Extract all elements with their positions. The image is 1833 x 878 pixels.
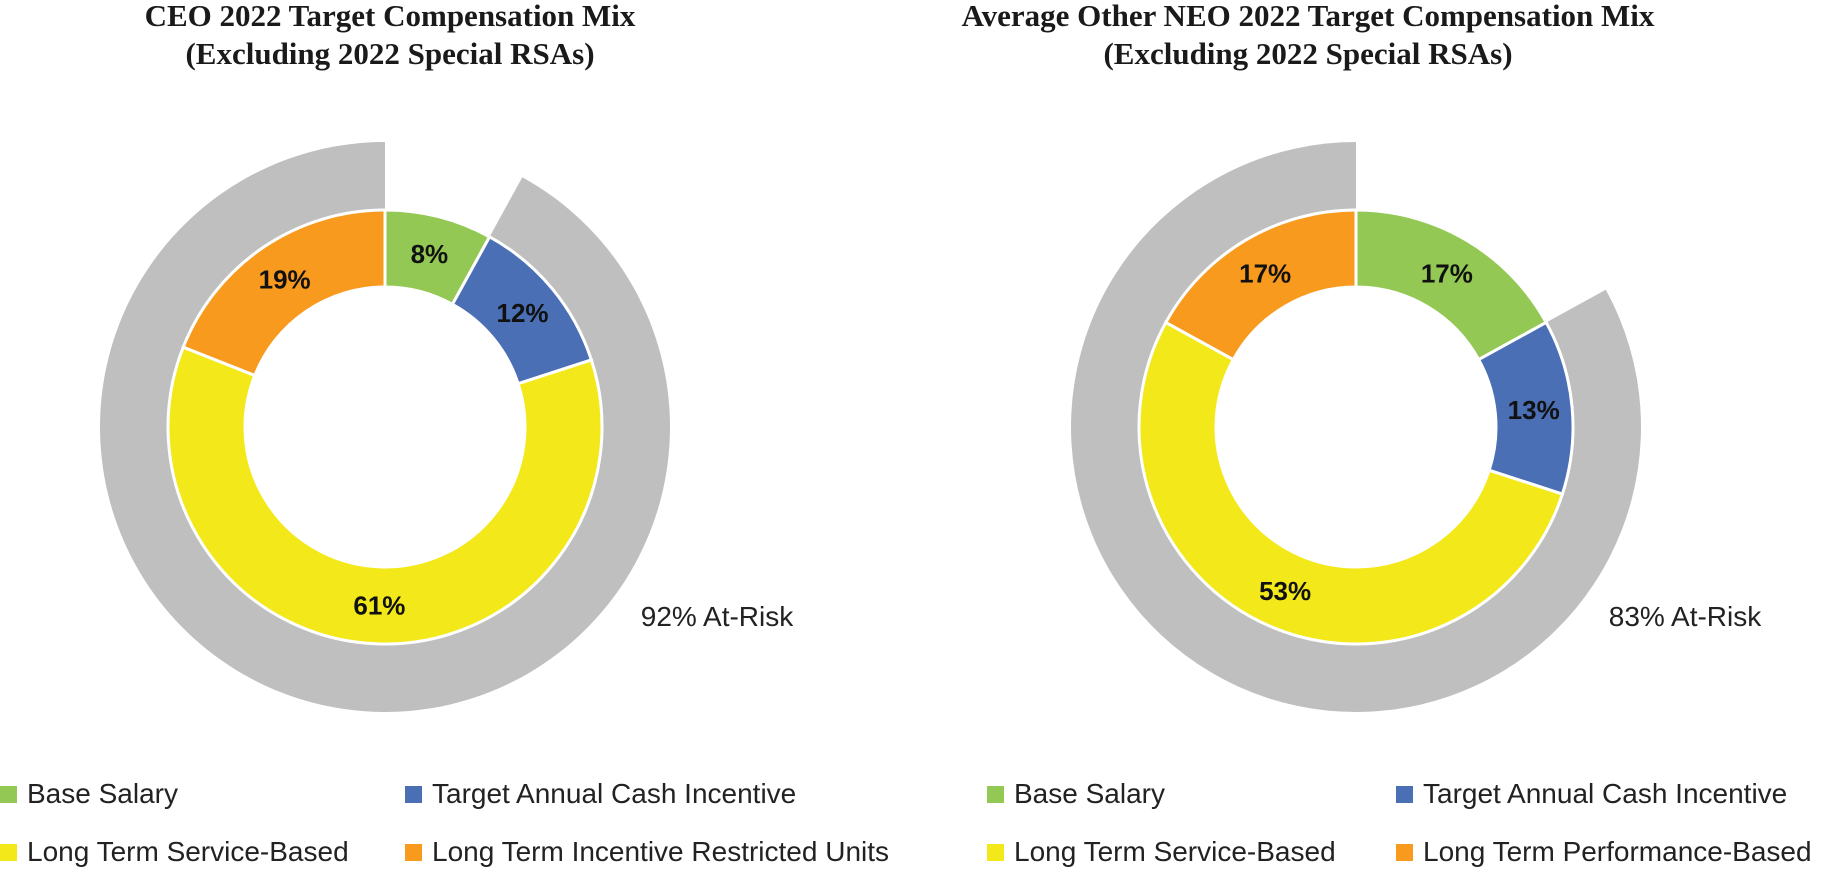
ceo-legend-item: Target Annual Cash Incentive — [405, 778, 796, 810]
neo-title-line-1: Average Other NEO 2022 Target Compensati… — [961, 0, 1655, 33]
legend-label: Base Salary — [1014, 778, 1165, 809]
legend-swatch-service-based — [987, 843, 1004, 861]
ceo-legend-item: Base Salary — [0, 778, 178, 810]
legend-swatch-base-salary — [0, 785, 17, 803]
slice-value-label: 17% — [1421, 258, 1473, 288]
ceo-legend: Base Salary Target Annual Cash Incentive… — [0, 778, 900, 878]
legend-label: Target Annual Cash Incentive — [432, 778, 797, 809]
neo-donut-chart: 17% 13% 53% 17% 83% At-Risk — [1071, 142, 1762, 712]
ceo-chart-title: CEO 2022 Target Compensation Mix (Exclud… — [0, 0, 780, 73]
slice-value-label: 17% — [1239, 258, 1291, 288]
neo-legend: Base Salary Target Annual Cash Incentive… — [933, 778, 1833, 878]
legend-swatch-service-based — [0, 843, 17, 861]
neo-legend-item: Long Term Performance-Based — [1396, 836, 1812, 868]
legend-swatch-cash-incentive — [405, 785, 422, 803]
neo-title-line-2: (Excluding 2022 Special RSAs) — [1103, 36, 1513, 71]
neo-chart-title: Average Other NEO 2022 Target Compensati… — [933, 0, 1683, 73]
ceo-legend-item: Long Term Incentive Restricted Units — [405, 836, 889, 868]
slice-value-label: 19% — [259, 264, 311, 294]
donut-slice — [181, 208, 387, 378]
legend-label: Target Annual Cash Incentive — [1423, 778, 1788, 809]
slice-value-label: 53% — [1259, 576, 1311, 606]
slice-value-label: 12% — [497, 298, 549, 328]
legend-label: Long Term Incentive Restricted Units — [432, 836, 890, 867]
slice-value-label: 13% — [1508, 395, 1560, 425]
legend-swatch-cash-incentive — [1396, 785, 1413, 803]
at-risk-label: 92% At-Risk — [641, 601, 794, 632]
legend-label: Long Term Performance-Based — [1423, 836, 1812, 867]
ceo-chart-panel: CEO 2022 Target Compensation Mix (Exclud… — [0, 0, 900, 877]
neo-chart-panel: Average Other NEO 2022 Target Compensati… — [933, 0, 1833, 877]
legend-swatch-base-salary — [987, 785, 1004, 803]
neo-legend-item: Long Term Service-Based — [987, 836, 1336, 868]
ceo-legend-item: Long Term Service-Based — [0, 836, 349, 868]
ceo-title-line-1: CEO 2022 Target Compensation Mix — [144, 0, 636, 33]
neo-legend-item: Base Salary — [987, 778, 1165, 810]
donut-slice — [1137, 320, 1565, 646]
ceo-title-line-2: (Excluding 2022 Special RSAs) — [185, 36, 595, 71]
slice-value-label: 61% — [353, 590, 405, 620]
donut-slice — [1163, 208, 1358, 362]
legend-swatch-restricted-units — [405, 843, 422, 861]
donut-slice — [166, 345, 604, 646]
legend-label: Base Salary — [27, 778, 178, 809]
legend-label: Long Term Service-Based — [1014, 836, 1336, 867]
neo-legend-item: Target Annual Cash Incentive — [1396, 778, 1787, 810]
legend-swatch-performance-based — [1396, 843, 1413, 861]
at-risk-label: 83% At-Risk — [1609, 601, 1762, 632]
slice-value-label: 8% — [411, 239, 449, 269]
ceo-donut-chart: 8% 12% 61% 19% 92% At-Risk — [99, 142, 794, 712]
legend-label: Long Term Service-Based — [27, 836, 349, 867]
